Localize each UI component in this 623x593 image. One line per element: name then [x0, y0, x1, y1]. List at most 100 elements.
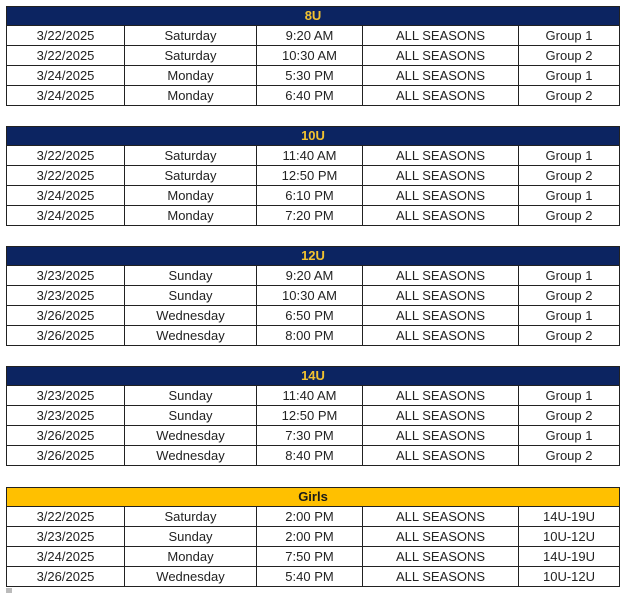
- season-cell: ALL SEASONS: [362, 25, 519, 46]
- date-cell: 3/24/2025: [6, 205, 125, 226]
- table-row: 3/23/2025 Sunday 2:00 PM ALL SEASONS 10U-12U: [6, 526, 620, 547]
- season-cell: ALL SEASONS: [362, 205, 519, 226]
- time-cell: 10:30 AM: [256, 45, 363, 66]
- table-row: 3/23/2025 Sunday 10:30 AM ALL SEASONS Group …: [6, 285, 621, 306]
- time-cell: 2:00 PM: [256, 526, 363, 547]
- day-cell: Sunday: [124, 285, 257, 306]
- season-cell: ALL SEASONS: [362, 165, 519, 186]
- date-cell: 3/24/2025: [6, 185, 125, 206]
- group-cell: 14U-19U: [518, 506, 620, 527]
- group-cell: 14U-19U: [518, 546, 620, 567]
- day-cell: Sunday: [124, 405, 257, 426]
- time-cell: 9:20 AM: [256, 265, 363, 286]
- schedule-table-girls: Girls 3/22/2025 Saturday 2:00 PM ALL SEASONS…: [6, 487, 620, 587]
- group-cell: Group 1: [517, 185, 621, 206]
- season-cell: ALL SEASONS: [362, 546, 519, 567]
- season-cell: ALL SEASONS: [362, 425, 519, 446]
- day-cell: Wednesday: [124, 325, 257, 346]
- day-cell: Sunday: [124, 385, 257, 406]
- time-cell: 7:20 PM: [256, 205, 363, 226]
- group-cell: Group 1: [517, 425, 621, 446]
- season-cell: ALL SEASONS: [362, 506, 519, 527]
- season-cell: ALL SEASONS: [362, 185, 519, 206]
- day-cell: Saturday: [124, 506, 257, 527]
- day-cell: Saturday: [124, 45, 257, 66]
- date-cell: 3/23/2025: [6, 385, 125, 406]
- group-cell: Group 1: [517, 25, 621, 46]
- section-title: Girls: [6, 487, 620, 507]
- season-cell: ALL SEASONS: [362, 145, 519, 166]
- section-header: 12U: [5, 246, 621, 266]
- date-cell: 3/24/2025: [6, 546, 125, 567]
- group-cell: Group 2: [517, 445, 621, 466]
- time-cell: 8:00 PM: [256, 325, 363, 346]
- season-cell: ALL SEASONS: [362, 65, 519, 86]
- date-cell: 3/23/2025: [6, 265, 125, 286]
- table-row: 3/23/2025 Sunday 9:20 AM ALL SEASONS Group 1: [6, 265, 621, 286]
- group-cell: Group 2: [517, 45, 621, 66]
- day-cell: Saturday: [124, 145, 257, 166]
- time-cell: 7:50 PM: [256, 546, 363, 567]
- date-cell: 3/26/2025: [6, 425, 125, 446]
- date-cell: 3/22/2025: [6, 506, 125, 527]
- section-header: 14U: [5, 366, 621, 386]
- schedule-table-10u: 10U 3/22/2025 Saturday 11:40 AM ALL SEASONS G…: [5, 126, 621, 226]
- time-cell: 2:00 PM: [256, 506, 363, 527]
- season-cell: ALL SEASONS: [362, 45, 519, 66]
- day-cell: Monday: [124, 185, 257, 206]
- table-row: 3/26/2025 Wednesday 6:50 PM ALL SEASONS Grou…: [6, 305, 621, 326]
- group-cell: Group 2: [517, 405, 621, 426]
- group-cell: Group 1: [517, 65, 621, 86]
- group-cell: Group 1: [517, 145, 621, 166]
- group-cell: 10U-12U: [518, 566, 620, 587]
- time-cell: 12:50 PM: [256, 165, 363, 186]
- season-cell: ALL SEASONS: [362, 566, 519, 587]
- table-row: 3/22/2025 Saturday 2:00 PM ALL SEASONS 14U-1…: [6, 506, 620, 527]
- time-cell: 11:40 AM: [256, 385, 363, 406]
- day-cell: Sunday: [124, 526, 257, 547]
- table-row: 3/24/2025 Monday 7:20 PM ALL SEASONS Group 2: [6, 205, 621, 226]
- time-cell: 6:10 PM: [256, 185, 363, 206]
- season-cell: ALL SEASONS: [362, 526, 519, 547]
- group-cell: Group 2: [517, 165, 621, 186]
- group-cell: Group 1: [517, 305, 621, 326]
- section-header: 8U: [5, 6, 621, 26]
- day-cell: Monday: [124, 546, 257, 567]
- date-cell: 3/23/2025: [6, 405, 125, 426]
- section-header: Girls: [6, 487, 620, 507]
- time-cell: 9:20 AM: [256, 25, 363, 46]
- schedule-table-8u: 8U 3/22/2025 Saturday 9:20 AM ALL SEASONS Gro…: [5, 6, 621, 106]
- day-cell: Wednesday: [124, 445, 257, 466]
- group-cell: Group 1: [517, 385, 621, 406]
- section-title: 12U: [5, 246, 621, 266]
- date-cell: 3/22/2025: [6, 165, 125, 186]
- table-row: 3/22/2025 Saturday 9:20 AM ALL SEASONS Group…: [6, 25, 621, 46]
- time-cell: 5:30 PM: [256, 65, 363, 86]
- season-cell: ALL SEASONS: [362, 405, 519, 426]
- table-row: 3/26/2025 Wednesday 7:30 PM ALL SEASONS Grou…: [6, 425, 621, 446]
- table-row: 3/24/2025 Monday 6:40 PM ALL SEASONS Group 2: [6, 85, 621, 106]
- date-cell: 3/24/2025: [6, 65, 125, 86]
- group-cell: Group 2: [517, 205, 621, 226]
- day-cell: Monday: [124, 85, 257, 106]
- time-cell: 8:40 PM: [256, 445, 363, 466]
- date-cell: 3/22/2025: [6, 145, 125, 166]
- time-cell: 6:50 PM: [256, 305, 363, 326]
- group-cell: Group 1: [517, 265, 621, 286]
- group-cell: Group 2: [517, 285, 621, 306]
- day-cell: Wednesday: [124, 425, 257, 446]
- table-row: 3/24/2025 Monday 5:30 PM ALL SEASONS Group 1: [6, 65, 621, 86]
- time-cell: 7:30 PM: [256, 425, 363, 446]
- section-header: 10U: [5, 126, 621, 146]
- day-cell: Monday: [124, 205, 257, 226]
- day-cell: Wednesday: [124, 305, 257, 326]
- date-cell: 3/22/2025: [6, 25, 125, 46]
- day-cell: Wednesday: [124, 566, 257, 587]
- date-cell: 3/23/2025: [6, 285, 125, 306]
- time-cell: 6:40 PM: [256, 85, 363, 106]
- section-title: 10U: [5, 126, 621, 146]
- table-row: 3/22/2025 Saturday 10:30 AM ALL SEASONS Grou…: [6, 45, 621, 66]
- table-row: 3/26/2025 Wednesday 8:00 PM ALL SEASONS Grou…: [6, 325, 621, 346]
- date-cell: 3/26/2025: [6, 325, 125, 346]
- section-title: 8U: [5, 6, 621, 26]
